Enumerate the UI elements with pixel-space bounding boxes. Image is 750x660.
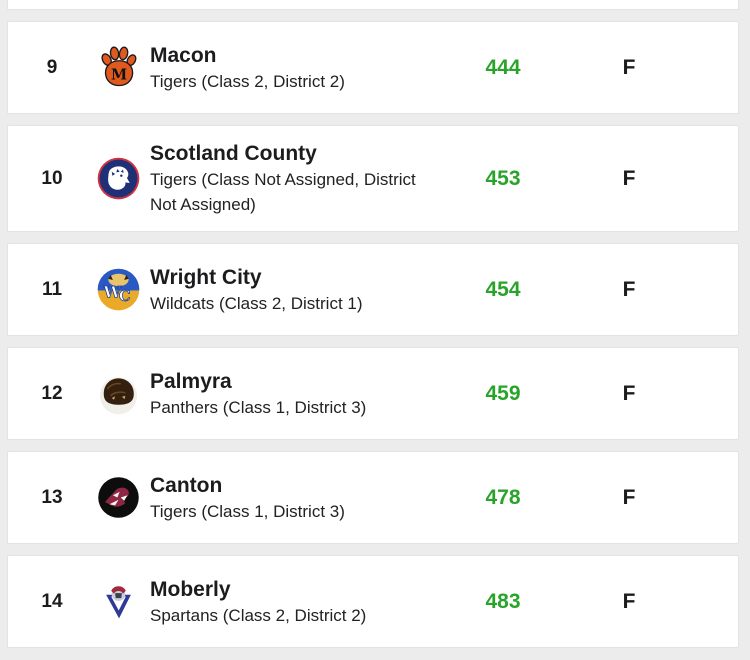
team-detail: Tigers (Class Not Assigned, District Not… — [150, 170, 416, 214]
team-name: Macon — [150, 43, 217, 67]
team-rank: 12 — [41, 382, 63, 404]
team-row[interactable]: 14 Moberly Spartans (Class 2, District 2… — [7, 555, 739, 648]
palmyra-panthers-logo — [96, 371, 141, 416]
standings-list: 9 M Macon Tigers (Class 2, District 2) 4… — [7, 21, 739, 648]
canton-tigers-logo — [96, 475, 141, 520]
team-detail: Wildcats (Class 2, District 1) — [150, 293, 363, 313]
team-score: 459 — [485, 381, 521, 405]
team-score: 444 — [485, 55, 521, 79]
final-status: F — [622, 485, 636, 509]
team-score: 454 — [485, 277, 521, 301]
final-status: F — [622, 166, 636, 190]
team-info: Macon Tigers (Class 2, District 2) — [150, 42, 443, 94]
team-score: 453 — [485, 166, 521, 190]
final-status: F — [622, 589, 636, 613]
team-info: Canton Tigers (Class 1, District 3) — [150, 472, 443, 524]
team-name: Scotland County — [150, 142, 317, 165]
team-name: Canton — [150, 473, 223, 497]
team-rank: 13 — [41, 486, 63, 508]
macon-tigers-paw-logo: M — [96, 45, 141, 90]
team-rank: 14 — [41, 590, 63, 612]
team-row[interactable]: 13 Canton Tigers (Class 1, District 3) 4… — [7, 451, 739, 544]
partial-row-above — [7, 0, 739, 10]
svg-text:M: M — [111, 66, 127, 83]
team-row[interactable]: 9 M Macon Tigers (Class 2, District 2) 4… — [7, 21, 739, 114]
team-name: Moberly — [150, 577, 231, 601]
team-rank: 11 — [41, 278, 63, 300]
team-detail: Tigers (Class 1, District 3) — [150, 501, 345, 521]
team-rank: 10 — [41, 167, 63, 189]
team-score: 478 — [485, 485, 521, 509]
team-detail: Panthers (Class 1, District 3) — [150, 397, 367, 417]
team-info: Palmyra Panthers (Class 1, District 3) — [150, 368, 443, 420]
team-detail: Spartans (Class 2, District 2) — [150, 605, 367, 625]
team-score: 483 — [485, 589, 521, 613]
team-info: Scotland County Tigers (Class Not Assign… — [150, 140, 443, 217]
team-rank: 9 — [46, 56, 58, 78]
team-row[interactable]: 10 Scotland County Tigers (Class Not Ass… — [7, 125, 739, 232]
final-status: F — [622, 277, 636, 301]
moberly-spartans-logo — [96, 579, 141, 624]
final-status: F — [622, 55, 636, 79]
final-status: F — [622, 381, 636, 405]
svg-text:W: W — [102, 282, 121, 301]
team-info: Wright City Wildcats (Class 2, District … — [150, 264, 443, 316]
scotland-county-tigers-logo — [96, 156, 141, 201]
team-name: Wright City — [150, 265, 262, 289]
team-row[interactable]: 12 Palmyra Panthers (Class 1, District 3… — [7, 347, 739, 440]
team-info: Moberly Spartans (Class 2, District 2) — [150, 576, 443, 628]
team-detail: Tigers (Class 2, District 2) — [150, 71, 345, 91]
svg-text:C: C — [119, 288, 131, 305]
team-name: Palmyra — [150, 369, 232, 393]
